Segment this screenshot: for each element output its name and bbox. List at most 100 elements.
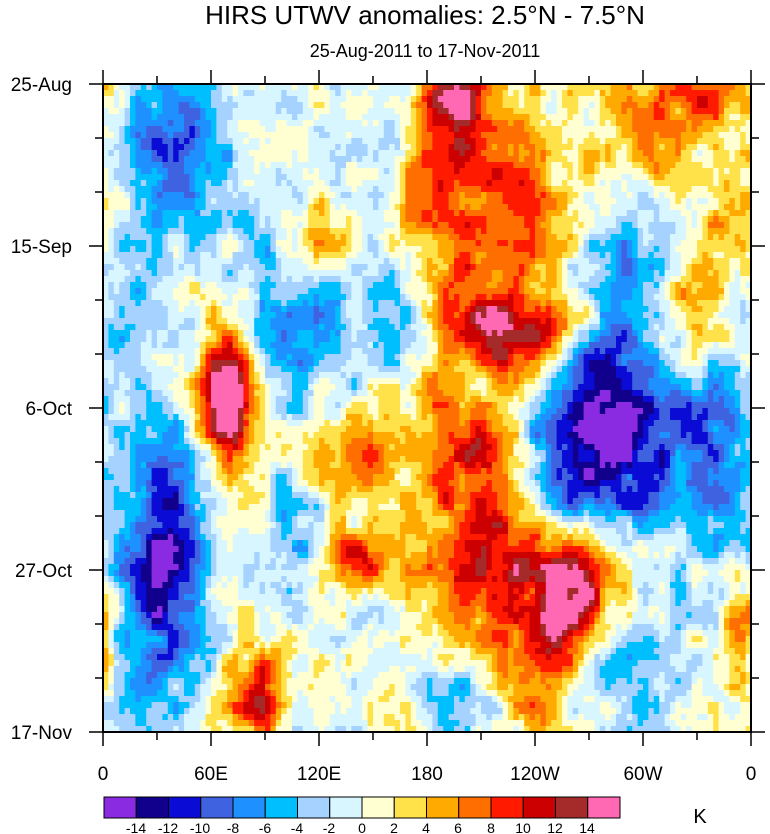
heatmap-cell (216, 228, 223, 235)
heatmap-cell (513, 306, 520, 313)
heatmap-cell (108, 222, 115, 229)
heatmap-cell (659, 252, 666, 259)
heatmap-cell (713, 120, 720, 127)
heatmap-cell (502, 168, 509, 175)
heatmap-cell (184, 258, 190, 265)
heatmap-cell (394, 270, 401, 277)
heatmap-cell (448, 204, 455, 211)
heatmap-cell (664, 252, 671, 259)
heatmap-cell (578, 204, 585, 211)
heatmap-cell (297, 180, 304, 187)
heatmap-cell (373, 258, 379, 265)
heatmap-cell (686, 150, 693, 157)
heatmap-cell (529, 138, 536, 145)
heatmap-cell (659, 204, 666, 211)
heatmap-cell (432, 126, 439, 133)
heatmap-cell (589, 210, 595, 217)
heatmap-cell (108, 264, 115, 271)
heatmap-cell (616, 126, 622, 133)
heatmap-cell (486, 294, 493, 301)
heatmap-cell (140, 318, 147, 325)
heatmap-cell (653, 114, 660, 121)
heatmap-cell (319, 252, 325, 259)
heatmap-cell (167, 222, 174, 229)
heatmap-cell (626, 186, 633, 193)
heatmap-cell (697, 126, 703, 133)
heatmap-cell (329, 192, 336, 199)
heatmap-cell (632, 138, 639, 145)
heatmap-cell (140, 138, 147, 145)
heatmap-cell (227, 198, 234, 205)
heatmap-cell (286, 240, 293, 247)
heatmap-cell (302, 246, 309, 253)
heatmap-cell (621, 120, 628, 127)
heatmap-cell (270, 96, 277, 103)
heatmap-cell (432, 234, 439, 241)
heatmap-cell (583, 204, 590, 211)
heatmap-cell (686, 324, 693, 331)
heatmap-cell (545, 234, 552, 241)
heatmap-cell (151, 294, 158, 301)
heatmap-cell (535, 180, 541, 187)
heatmap-cell (599, 264, 606, 271)
heatmap-cell (448, 174, 455, 181)
heatmap-cell (281, 96, 288, 103)
heatmap-cell (221, 174, 228, 181)
heatmap-cell (238, 300, 244, 307)
heatmap-cell (643, 222, 649, 229)
heatmap-cell (405, 198, 412, 205)
heatmap-cell (167, 276, 174, 283)
heatmap-cell (491, 270, 498, 277)
heatmap-cell (113, 96, 120, 103)
heatmap-cell (329, 258, 336, 265)
heatmap-cell (146, 120, 153, 127)
heatmap-cell (491, 294, 498, 301)
heatmap-cell (664, 246, 671, 253)
heatmap-cell (292, 288, 298, 295)
heatmap-cell (167, 240, 174, 247)
heatmap-cell (286, 300, 293, 307)
heatmap-cell (189, 270, 196, 277)
heatmap-cell (680, 222, 687, 229)
heatmap-cell (718, 120, 725, 127)
heatmap-cell (232, 306, 239, 313)
heatmap-cell (454, 156, 460, 163)
heatmap-cell (529, 234, 536, 241)
heatmap-cell (162, 114, 169, 121)
heatmap-cell (448, 84, 455, 91)
heatmap-cell (286, 210, 293, 217)
heatmap-cell (578, 234, 585, 241)
heatmap-cell (643, 216, 649, 223)
heatmap-cell (718, 186, 725, 193)
heatmap-cell (162, 288, 169, 295)
heatmap-cell (707, 90, 714, 97)
heatmap-cell (275, 192, 282, 199)
heatmap-cell (535, 96, 541, 103)
heatmap-cell (448, 216, 455, 223)
heatmap-cell (265, 102, 271, 109)
heatmap-cell (254, 282, 261, 289)
heatmap-cell (513, 90, 520, 97)
heatmap-cell (432, 258, 439, 265)
heatmap-cell (232, 312, 239, 319)
heatmap-cell (335, 264, 342, 271)
heatmap-cell (605, 228, 612, 235)
heatmap-cell (113, 120, 120, 127)
heatmap-cell (356, 120, 363, 127)
heatmap-cell (740, 270, 747, 277)
heatmap-cell (594, 306, 601, 313)
heatmap-cell (248, 306, 255, 313)
heatmap-cell (335, 324, 342, 331)
heatmap-cell (346, 162, 352, 169)
heatmap-cell (551, 132, 558, 139)
heatmap-cell (200, 276, 207, 283)
heatmap-cell (103, 276, 109, 283)
heatmap-cell (178, 174, 185, 181)
heatmap-cell (470, 180, 477, 187)
heatmap-cell (265, 108, 271, 115)
heatmap-cell (562, 156, 568, 163)
heatmap-cell (583, 168, 590, 175)
heatmap-cell (346, 330, 352, 337)
heatmap-cell (140, 84, 147, 91)
heatmap-cell (265, 96, 271, 103)
